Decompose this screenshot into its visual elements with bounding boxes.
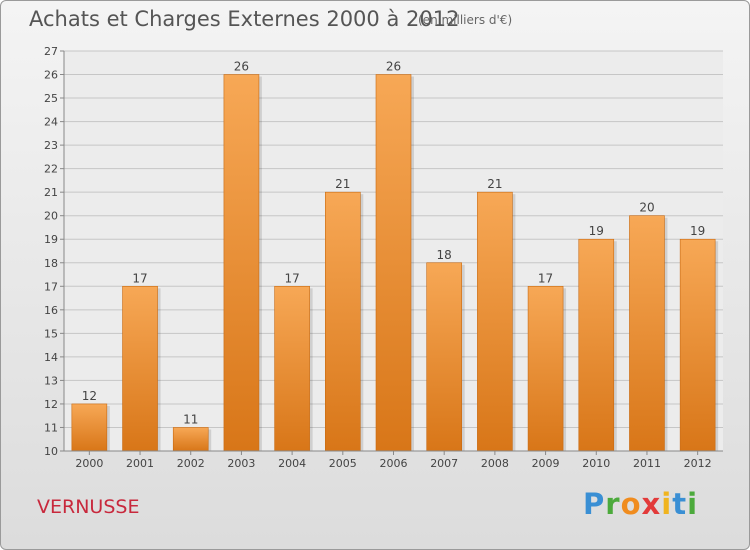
bar xyxy=(375,74,412,452)
x-tick-label: 2005 xyxy=(329,457,357,470)
bar xyxy=(578,238,615,452)
x-tick-label: 2006 xyxy=(380,457,408,470)
bar-value-label: 12 xyxy=(82,389,97,403)
y-tick-label: 10 xyxy=(44,445,58,458)
bar xyxy=(426,262,462,452)
x-tick-label: 2001 xyxy=(126,457,154,470)
bar xyxy=(477,191,513,452)
bar-value-label: 26 xyxy=(234,60,249,74)
x-tick-label: 2003 xyxy=(227,457,255,470)
y-tick-label: 17 xyxy=(44,280,58,293)
x-tick-label: 2009 xyxy=(532,457,560,470)
bar-value-label: 17 xyxy=(538,271,553,285)
place-name: VERNUSSE xyxy=(37,496,140,518)
logo-letter-i: i xyxy=(661,487,673,521)
logo-letter-r: r xyxy=(605,487,621,521)
y-tick-label: 15 xyxy=(44,327,58,340)
bar-value-label: 18 xyxy=(437,248,452,262)
y-tick-label: 20 xyxy=(44,210,58,223)
x-tick-label: 2002 xyxy=(177,457,205,470)
y-tick-label: 24 xyxy=(44,116,58,129)
bar xyxy=(71,403,108,452)
logo-letter-i2: i xyxy=(687,487,699,521)
x-tick-label: 2004 xyxy=(278,457,306,470)
logo-letter-p: P xyxy=(583,487,606,521)
y-tick-label: 22 xyxy=(44,163,58,176)
y-tick-label: 12 xyxy=(44,398,58,411)
bar xyxy=(223,74,260,452)
y-tick-label: 14 xyxy=(44,351,58,364)
bar-value-label: 21 xyxy=(487,177,502,191)
y-tick-label: 19 xyxy=(44,233,58,246)
logo-letter-x: x xyxy=(641,487,662,521)
bar-value-label: 21 xyxy=(335,177,350,191)
bar-value-label: 26 xyxy=(386,60,401,74)
logo-letter-o: o xyxy=(620,487,642,521)
x-tick-label: 2000 xyxy=(75,457,103,470)
bar xyxy=(325,191,361,452)
y-tick-label: 23 xyxy=(44,139,58,152)
x-tick-label: 2010 xyxy=(582,457,610,470)
x-tick-label: 2011 xyxy=(633,457,661,470)
bar-value-label: 19 xyxy=(690,224,705,238)
y-tick-label: 16 xyxy=(44,304,58,317)
logo-letter-t: t xyxy=(672,487,688,521)
x-tick-label: 2007 xyxy=(430,457,458,470)
y-tick-label: 11 xyxy=(44,421,58,434)
y-tick-label: 13 xyxy=(44,374,58,387)
bar-value-label: 20 xyxy=(639,201,654,215)
y-tick-label: 18 xyxy=(44,257,58,270)
bar xyxy=(274,285,310,452)
bar-value-label: 17 xyxy=(284,271,299,285)
y-tick-label: 21 xyxy=(44,186,58,199)
y-tick-label: 25 xyxy=(44,92,58,105)
proxiti-logo[interactable]: Proxiti xyxy=(583,487,698,521)
chart-title: Achats et Charges Externes 2000 à 2012 xyxy=(29,7,460,31)
x-tick-label: 2012 xyxy=(684,457,712,470)
bar xyxy=(679,238,716,452)
bar-value-label: 11 xyxy=(183,412,198,426)
bar-value-label: 17 xyxy=(132,271,147,285)
bar xyxy=(527,285,564,452)
bar-value-label: 19 xyxy=(589,224,604,238)
x-tick-label: 2008 xyxy=(481,457,509,470)
bar xyxy=(122,285,158,452)
y-tick-label: 26 xyxy=(44,69,58,82)
chart-subtitle: (en milliers d'€) xyxy=(418,13,513,27)
bar xyxy=(629,215,665,452)
bar xyxy=(172,427,209,452)
y-tick-label: 27 xyxy=(44,45,58,58)
